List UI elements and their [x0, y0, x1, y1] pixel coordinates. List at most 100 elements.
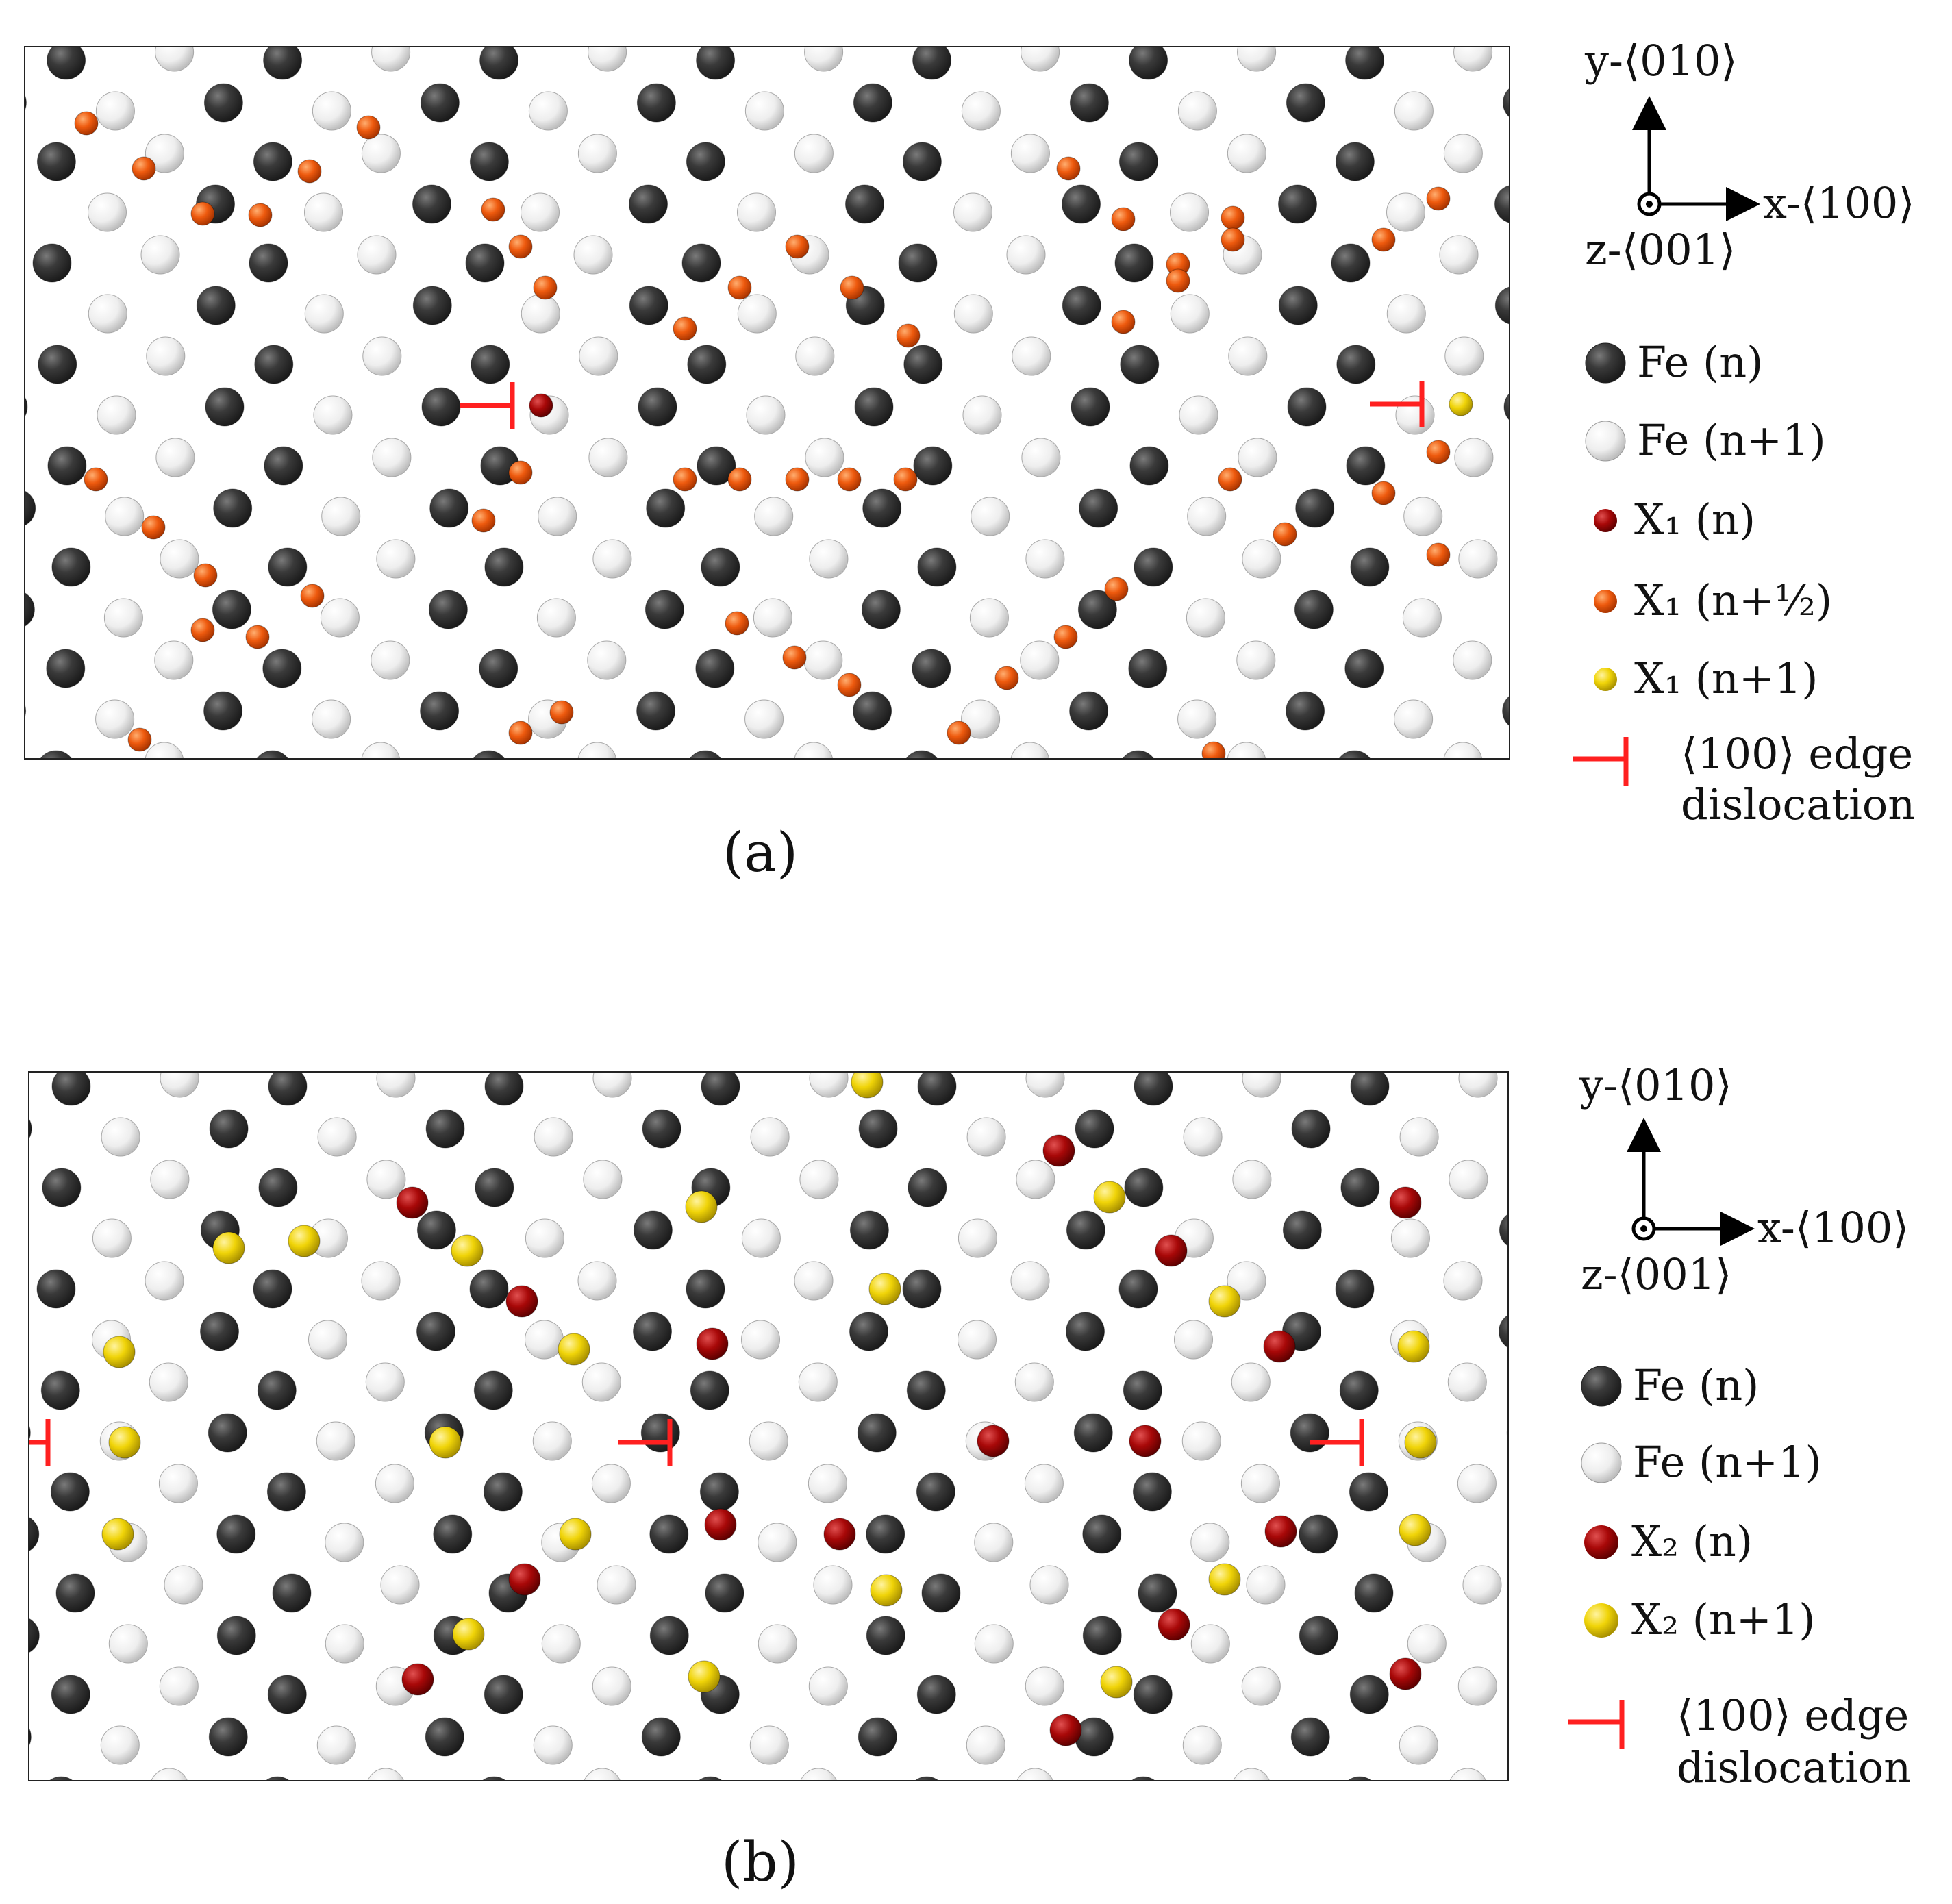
fe-n1-atom — [372, 438, 412, 477]
panel-a: y-⟨010⟩ x-⟨100⟩ z-⟨001⟩ Fe (n) Fe (n+1) … — [24, 0, 1915, 884]
fe-n1-atom — [1228, 336, 1268, 376]
fe-n1-atom — [110, 1016, 148, 1055]
legend-label: Fe (n+1) — [1633, 1437, 1822, 1487]
fe-n-atom — [1062, 286, 1101, 325]
fe-n1-atom — [533, 1725, 573, 1765]
x-yellow-atom — [1397, 1330, 1430, 1363]
fe-n1-atom — [325, 1523, 364, 1562]
fe-n-atom — [256, 750, 289, 759]
panel-b-axis-triad: y-⟨010⟩ x-⟨100⟩ z-⟨001⟩ — [1579, 1060, 1910, 1299]
fe-n1-atom — [361, 742, 401, 759]
fe-n-atom — [434, 1008, 473, 1047]
fe-n1-atom — [1443, 134, 1483, 173]
fe-n-atom — [203, 691, 243, 731]
x-orange-atom — [1166, 268, 1190, 293]
fe-n-atom — [209, 1109, 249, 1149]
dislocation-label-line2: dislocation — [1677, 1742, 1911, 1792]
fe-n-atom — [651, 1008, 689, 1047]
fe-n1-atom — [304, 192, 343, 232]
x-orange-atom — [84, 467, 108, 492]
fe-n-atom — [1131, 1776, 1156, 1781]
fe-n-atom — [481, 1776, 507, 1781]
fe-n-atom — [1132, 1472, 1172, 1512]
fe-n-atom — [51, 1072, 91, 1106]
fe-n1-atom — [1444, 336, 1484, 376]
fe-n-atom — [849, 1312, 888, 1351]
fe-n-atom — [1123, 1370, 1162, 1410]
fe-n-atom — [412, 793, 451, 831]
x-orange-atom — [141, 515, 166, 540]
fe-n1-atom — [794, 1261, 834, 1301]
fe-n-atom — [853, 691, 892, 731]
fe-n1-atom — [753, 598, 792, 638]
panel-a-legend: Fe (n) Fe (n+1) X₁ (n) X₁ (n+½) X₁ (n+1) — [1573, 337, 1915, 829]
fe-n1-atom — [145, 134, 184, 173]
fe-n-atom — [1073, 1413, 1113, 1453]
fe-n-atom — [196, 793, 234, 831]
panel-a-frame — [24, 46, 1510, 760]
fe-n-atom — [420, 691, 460, 731]
x-orange-atom — [896, 323, 921, 348]
x-dark-atom — [508, 1563, 541, 1596]
fe-n1-atom — [953, 192, 992, 232]
fe-n1-atom — [974, 1523, 1014, 1562]
fe-n-atom — [1340, 1168, 1380, 1207]
fe-n1-atom — [1391, 1827, 1429, 1866]
fe-n-atom — [862, 488, 902, 528]
fe-n1-atom — [1407, 1624, 1447, 1664]
fe-n1-atom — [1449, 1768, 1486, 1781]
fe-n-atom — [861, 590, 901, 629]
fe-n-atom — [908, 1168, 947, 1207]
x-orange-atom — [785, 467, 810, 492]
fe-n-atom — [642, 1109, 681, 1149]
y-axis-label: y-⟨010⟩ — [1584, 36, 1738, 86]
x-yellow-atom — [559, 1518, 592, 1551]
fe-n1-atom — [1399, 1117, 1439, 1157]
fe-n-atom — [1494, 793, 1533, 831]
fe-n1-atom — [371, 47, 411, 72]
x-dark-atom — [704, 1508, 737, 1541]
fe-n-atom — [1071, 387, 1110, 427]
fe-n-atom — [213, 488, 253, 528]
fe-n-atom — [1133, 1675, 1173, 1714]
fe-n-atom — [469, 142, 509, 181]
fe-n-atom — [1339, 1370, 1379, 1410]
fe-n-atom — [47, 47, 86, 80]
fe-n-atom — [1512, 489, 1551, 527]
fe-n-atom — [200, 1312, 239, 1351]
fe-n1-atom — [588, 47, 627, 72]
fe-n-atom — [1338, 750, 1371, 759]
x-orange-atom — [1111, 310, 1136, 334]
fe-n-atom — [633, 1312, 672, 1351]
x-orange-atom — [508, 460, 533, 485]
fe-n1-atom — [304, 801, 342, 840]
x-orange-atom — [1221, 205, 1245, 230]
fe-n-atom — [686, 142, 725, 181]
fe-n-atom — [1331, 243, 1371, 283]
fe-n-atom — [1124, 1168, 1164, 1207]
fe-n1-atom — [525, 1320, 564, 1360]
fe-n1-atom — [966, 1725, 1005, 1765]
fe-n-atom — [212, 590, 251, 629]
fe-n-atom — [1287, 387, 1327, 427]
x-orange-atom — [1104, 577, 1129, 601]
fe-n-atom — [1502, 88, 1510, 118]
fe-n1-swatch — [1585, 421, 1626, 462]
x-orange-atom — [893, 467, 918, 492]
x-dark-atom — [1264, 1515, 1297, 1548]
fe-n1-atom — [744, 699, 784, 739]
fe-n1-atom — [105, 497, 145, 536]
fe-n1-atom — [1403, 0, 1442, 29]
x-dark-atom — [401, 1663, 434, 1696]
fe-n1-atom — [1170, 801, 1208, 840]
fe-n-atom — [0, 1211, 23, 1249]
fe-n-atom — [253, 1269, 292, 1309]
fe-n-atom — [1347, 1776, 1373, 1781]
fe-n1-atom — [805, 438, 844, 477]
fe-n-atom — [1299, 1616, 1338, 1655]
fe-n-atom — [690, 1370, 729, 1410]
fe-n1-atom — [1006, 235, 1046, 275]
fe-n-atom — [40, 1370, 80, 1410]
fe-n-atom — [697, 446, 736, 486]
fe-n-atom — [420, 83, 460, 123]
